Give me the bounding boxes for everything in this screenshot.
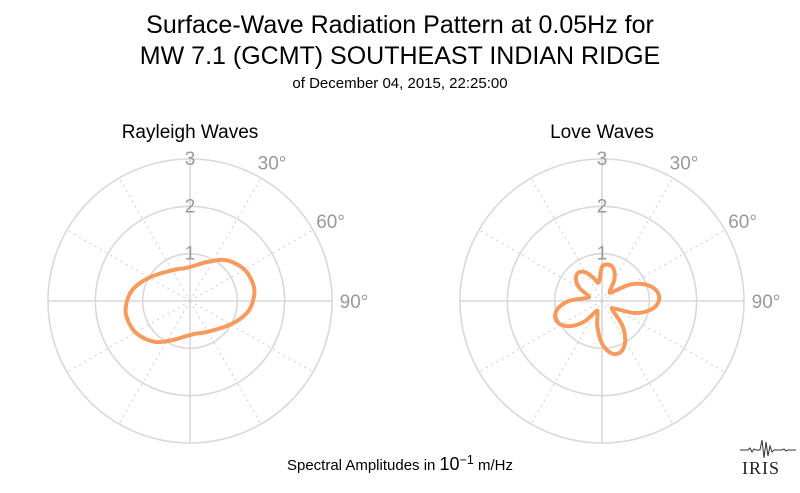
angular-gridline <box>189 300 262 425</box>
amplitude-units-label: Spectral Amplitudes in 10−1 m/Hz <box>0 453 800 475</box>
angular-gridline <box>118 300 191 425</box>
angle-label: 60° <box>316 212 345 233</box>
chart-title-line2: MW 7.1 (GCMT) SOUTHEAST INDIAN RIDGE <box>139 42 661 70</box>
polar-plot-rayleigh: 1 2 3 30° 60° 90° Rayleigh Waves <box>47 122 369 444</box>
radial-tick-label: 2 <box>185 196 196 217</box>
radial-tick-label: 1 <box>185 244 196 265</box>
angular-gridline <box>189 177 262 302</box>
angular-gridline <box>478 300 603 373</box>
angular-gridline <box>189 229 314 302</box>
angular-gridline <box>530 300 603 425</box>
plot-title: Rayleigh Waves <box>122 122 259 143</box>
amplitude-units-base: 10 <box>439 454 460 474</box>
angular-gridline <box>530 177 603 302</box>
radial-tick-label: 3 <box>185 149 196 170</box>
angle-label: 60° <box>728 212 757 233</box>
seismogram-icon <box>740 439 796 459</box>
polar-plot-love: 1 2 3 30° 60° 90° Love Waves <box>459 122 781 444</box>
angular-gridline <box>66 300 191 373</box>
angle-label: 90° <box>340 292 369 313</box>
angle-label: 30° <box>670 153 699 174</box>
plot-title: Love Waves <box>550 122 654 143</box>
amplitude-units-suffix: m/Hz <box>473 457 514 474</box>
chart-subtitle: of December 04, 2015, 22:25:00 <box>292 75 508 92</box>
amplitude-units-prefix: Spectral Amplitudes in <box>286 457 440 474</box>
iris-logo-text: IRIS <box>742 458 781 478</box>
angular-gridline <box>601 300 674 425</box>
radiation-pattern-trace <box>553 262 662 357</box>
chart-title-line1: Surface-Wave Radiation Pattern at 0.05Hz… <box>146 11 654 39</box>
radial-tick-label: 1 <box>597 244 608 265</box>
radial-tick-label: 3 <box>597 149 608 170</box>
angular-gridline <box>118 177 191 302</box>
amplitude-units-exponent: −1 <box>459 453 474 467</box>
angular-gridline <box>189 300 314 373</box>
angular-gridline <box>66 229 191 302</box>
iris-logo: IRIS <box>738 436 798 486</box>
angle-label: 30° <box>258 153 287 174</box>
radiation-pattern-trace <box>123 257 257 345</box>
radial-tick-label: 2 <box>597 196 608 217</box>
angle-label: 90° <box>752 292 781 313</box>
